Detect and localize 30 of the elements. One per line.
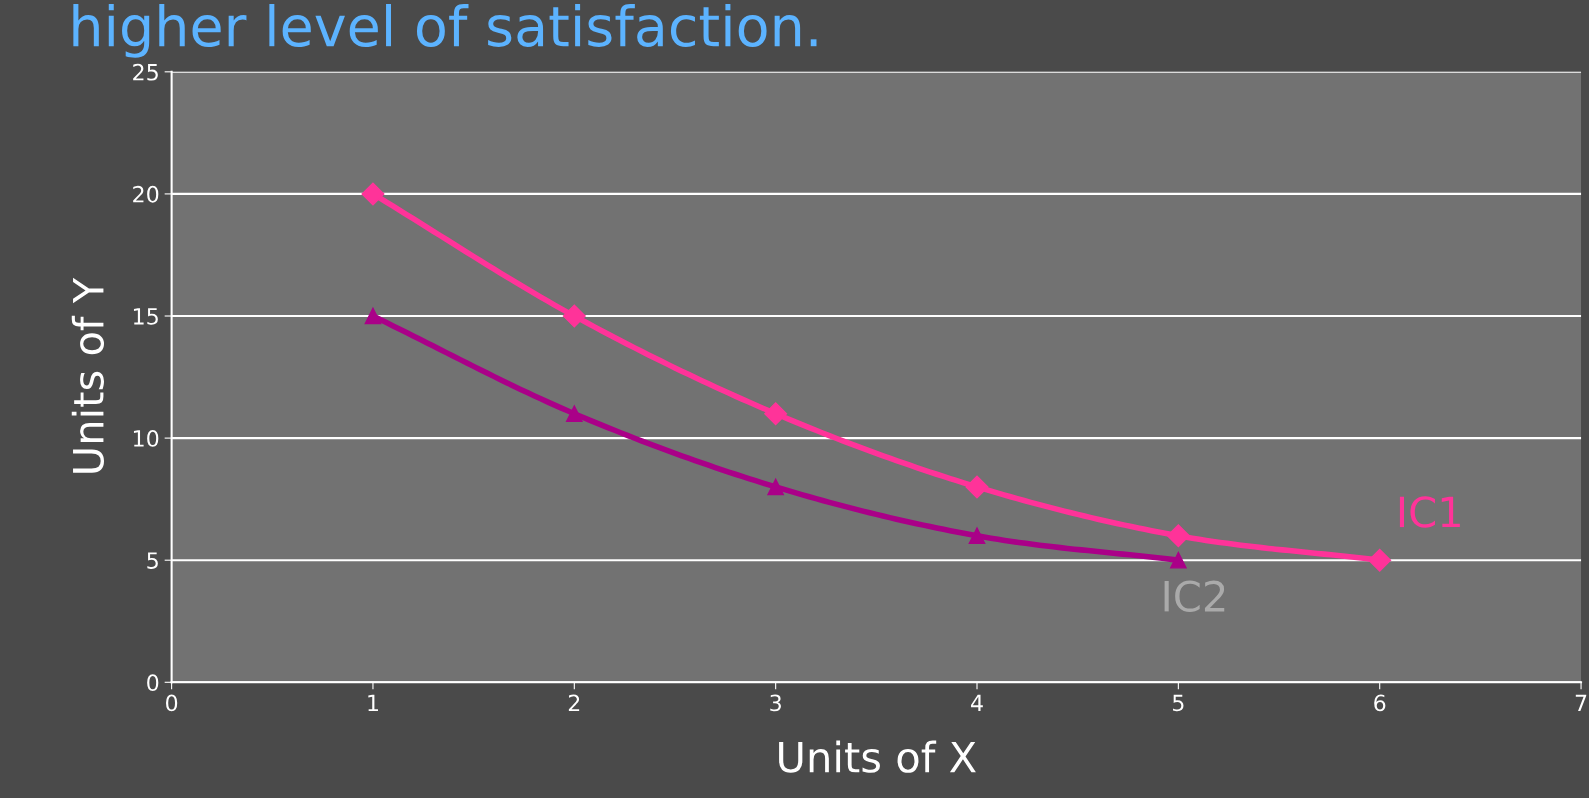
y-tick-label: 25 <box>133 63 158 81</box>
y-tick-label: 10 <box>133 430 159 447</box>
point <box>361 182 385 206</box>
y-axis-title: Units of Y <box>71 277 105 473</box>
point <box>565 405 583 423</box>
point <box>767 478 784 496</box>
x-tick-label: 3 <box>770 694 781 712</box>
x-tick-label: 0 <box>166 694 178 712</box>
y-tick-label: 0 <box>147 674 159 692</box>
x-tick-label: 4 <box>971 694 983 711</box>
point <box>968 527 986 545</box>
y-tick-label: 15 <box>133 308 158 325</box>
x-axis-title: Units of X <box>779 740 976 773</box>
x-tick-label: 2 <box>568 694 580 711</box>
y-tick-label: 20 <box>133 185 159 203</box>
point <box>965 475 989 499</box>
x-tick-label: 1 <box>368 694 378 711</box>
point <box>1170 551 1187 569</box>
y-tick-label: 5 <box>147 552 158 569</box>
chart-title: higher level of satisfaction. <box>73 3 817 58</box>
point <box>562 304 586 328</box>
series-label: IC2 <box>1164 580 1225 612</box>
x-tick-label: 6 <box>1374 694 1386 712</box>
point <box>364 307 382 325</box>
point <box>1166 524 1190 548</box>
x-tick-label: 7 <box>1575 694 1587 711</box>
series-label: IC1 <box>1399 496 1460 528</box>
point <box>1368 548 1392 572</box>
x-tick-label: 5 <box>1173 694 1184 712</box>
point <box>764 402 788 426</box>
